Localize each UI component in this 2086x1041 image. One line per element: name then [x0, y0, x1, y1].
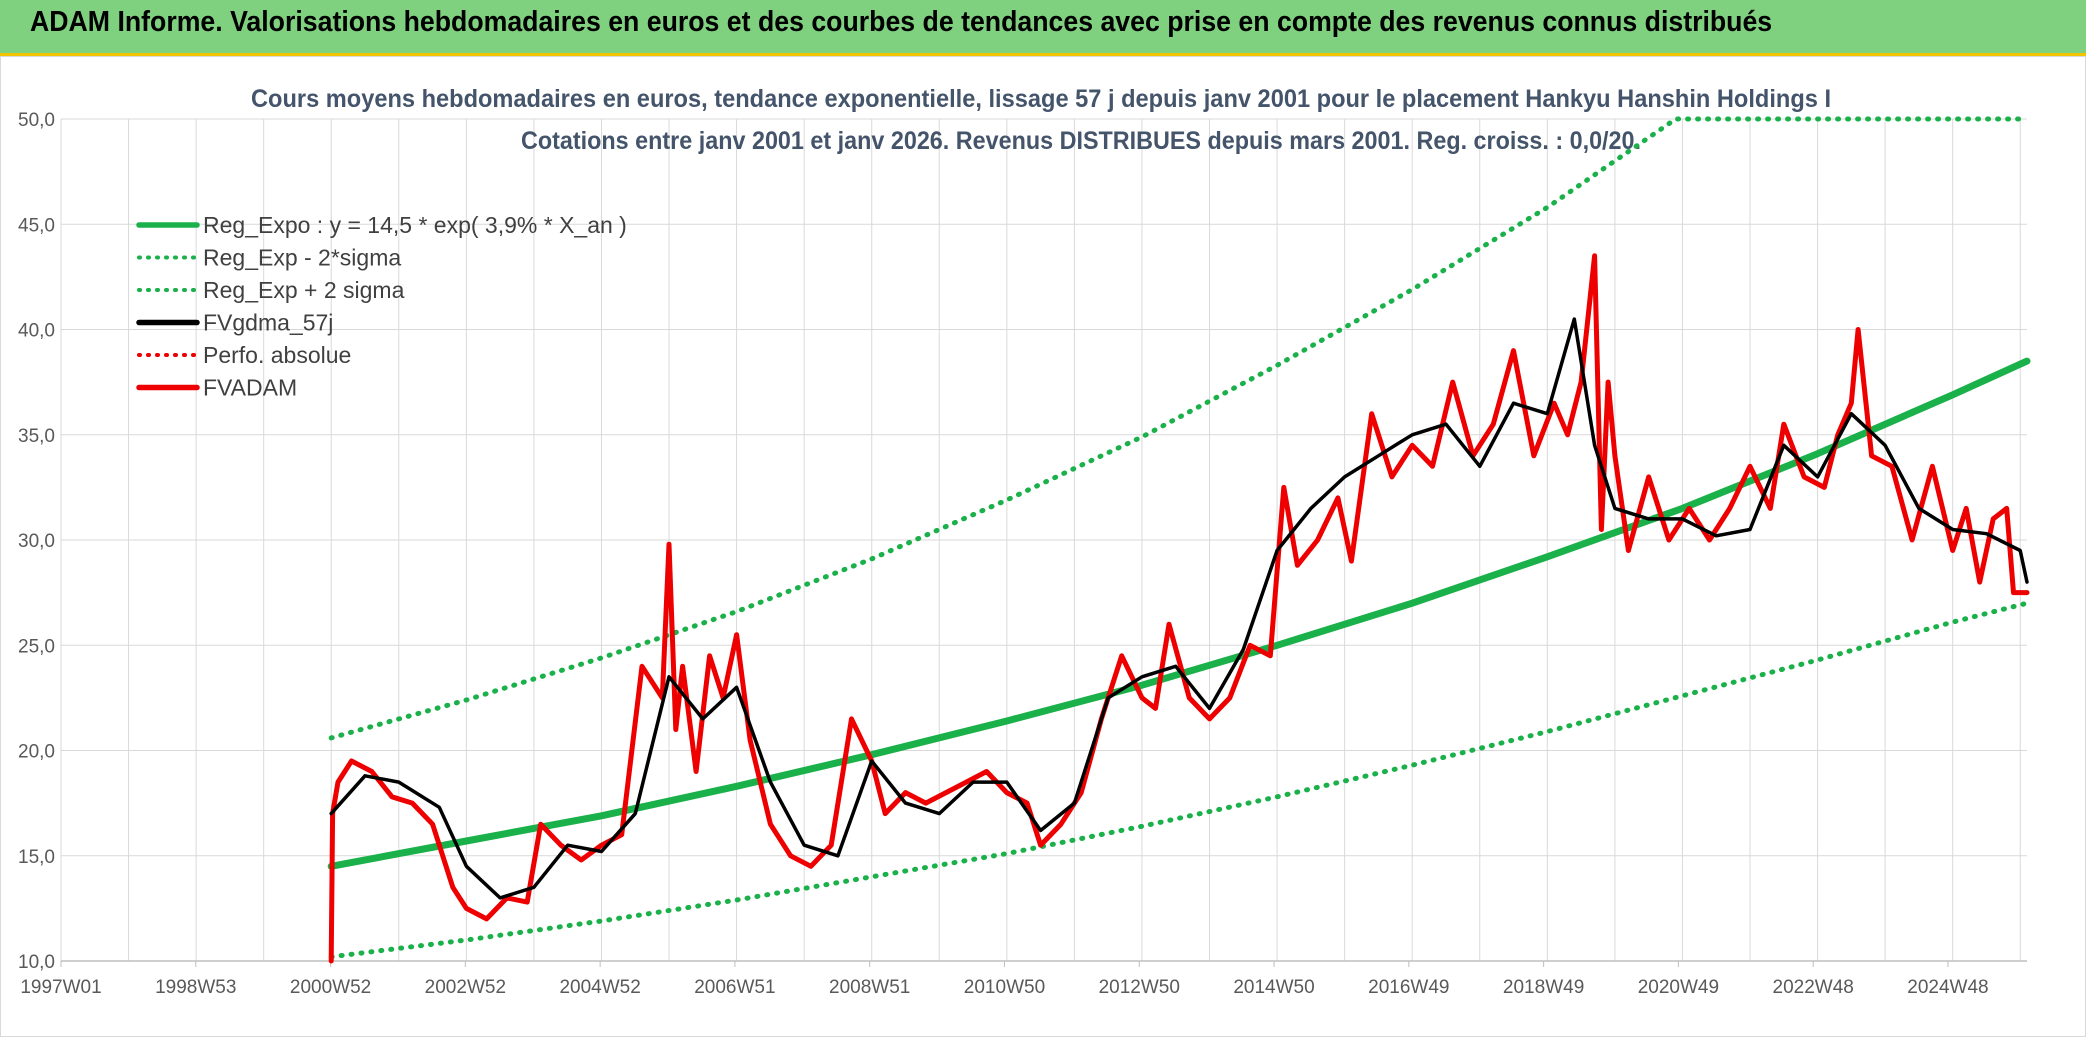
x-tick-label: 2004W52 [559, 977, 640, 998]
x-tick-label: 2012W50 [1099, 977, 1180, 998]
legend-label: FVADAM [203, 375, 297, 401]
chart-subtitle: Cotations entre janv 2001 et janv 2026. … [521, 127, 1641, 155]
legend-label: FVgdma_57j [203, 310, 333, 336]
x-tick-label: 2018W49 [1503, 977, 1584, 998]
legend-label: Reg_Exp + 2 sigma [203, 277, 405, 303]
y-tick-label: 35,0 [18, 426, 55, 447]
legend-label: Reg_Exp - 2*sigma [203, 245, 401, 271]
x-tick-label: 2006W51 [694, 977, 775, 998]
x-tick-label: 2024W48 [1907, 977, 1988, 998]
y-tick-label: 10,0 [18, 952, 55, 973]
y-tick-label: 20,0 [18, 742, 55, 763]
x-tick-label: 1998W53 [155, 977, 236, 998]
x-tick-label: 1997W01 [20, 977, 101, 998]
y-tick-label: 30,0 [18, 531, 55, 552]
x-tick-label: 2000W52 [290, 977, 371, 998]
page-title: ADAM Informe. Valorisations hebdomadaire… [30, 6, 1773, 38]
x-tick-label: 2020W49 [1638, 977, 1719, 998]
x-tick-label: 2014W50 [1233, 977, 1314, 998]
legend-label: Reg_Expo : y = 14,5 * exp( 3,9% * X_an ) [203, 212, 627, 238]
series-fvgdma-57j [329, 317, 2029, 900]
y-tick-label: 50,0 [18, 110, 55, 131]
chart-title: Cours moyens hebdomadaires en euros, ten… [251, 85, 1831, 113]
x-tick-label: 2010W50 [964, 977, 1045, 998]
axes: 10,0 15,0 20,0 25,0 30,0 35,0 40,0 45,0 50,0 1997… [18, 110, 2027, 998]
series-fvadam [328, 253, 2030, 964]
y-tick-label: 45,0 [18, 215, 55, 236]
series-reg-expo [327, 357, 2031, 870]
x-tick-label: 2022W48 [1773, 977, 1854, 998]
y-tick-label: 40,0 [18, 321, 55, 342]
series-reg-exp-plus-2sigma [328, 116, 2030, 741]
series [327, 116, 2031, 964]
chart-frame: 10,0 15,0 20,0 25,0 30,0 35,0 40,0 45,0 50,0 1997… [0, 56, 2086, 1037]
x-tick-label: 2002W52 [425, 977, 506, 998]
x-tick-label: 2016W49 [1368, 977, 1449, 998]
legend: Reg_Expo : y = 14,5 * exp( 3,9% * X_an )… [136, 212, 627, 401]
series-reg-exp-minus-2sigma [328, 600, 2030, 960]
y-tick-label: 15,0 [18, 847, 55, 868]
y-tick-label: 25,0 [18, 636, 55, 657]
legend-label: Perfo. absolue [203, 342, 351, 368]
chart: 10,0 15,0 20,0 25,0 30,0 35,0 40,0 45,0 50,0 1997… [18, 85, 2031, 998]
x-tick-label: 2008W51 [829, 977, 910, 998]
title-banner: ADAM Informe. Valorisations hebdomadaire… [0, 0, 2086, 56]
